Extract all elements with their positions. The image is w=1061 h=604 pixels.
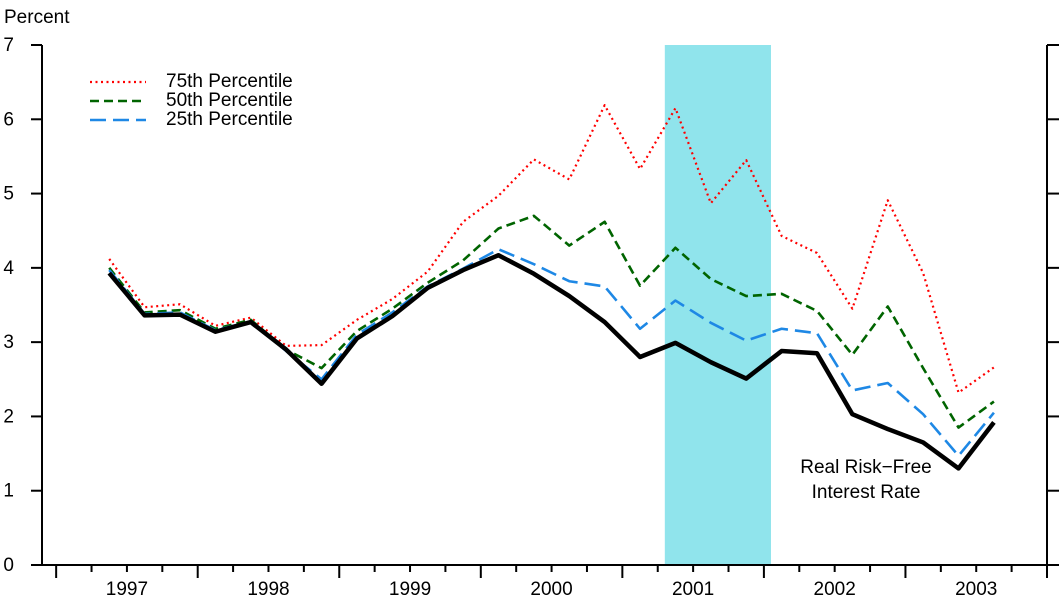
series-line bbox=[108, 247, 995, 458]
legend-label: 25th Percentile bbox=[166, 109, 293, 130]
x-tick-label: 2000 bbox=[530, 579, 572, 600]
legend-label: 50th Percentile bbox=[166, 90, 293, 111]
x-tick-label: 2003 bbox=[955, 579, 997, 600]
y-tick-label: 2 bbox=[3, 406, 14, 427]
series-line bbox=[107, 252, 996, 471]
x-tick-label: 1999 bbox=[389, 579, 431, 600]
x-tick-label: 2002 bbox=[814, 579, 856, 600]
y-tick-label: 5 bbox=[3, 184, 14, 205]
x-tick-label: 1997 bbox=[106, 579, 148, 600]
series-line bbox=[108, 104, 995, 394]
series-annotation: Real Risk−Free bbox=[800, 457, 931, 478]
y-tick-label: 0 bbox=[3, 555, 14, 576]
y-tick-label: 7 bbox=[3, 35, 14, 56]
series-annotation: Interest Rate bbox=[812, 482, 921, 503]
x-tick-label: 1998 bbox=[247, 579, 289, 600]
legend-label: 75th Percentile bbox=[166, 71, 293, 92]
y-tick-label: 4 bbox=[3, 258, 14, 279]
y-tick-label: 6 bbox=[3, 109, 14, 130]
series-line bbox=[108, 214, 995, 429]
x-tick-label: 2001 bbox=[672, 579, 714, 600]
y-tick-label: 1 bbox=[3, 481, 14, 502]
y-tick-label: 3 bbox=[3, 332, 14, 353]
y-axis-label: Percent bbox=[4, 7, 70, 28]
